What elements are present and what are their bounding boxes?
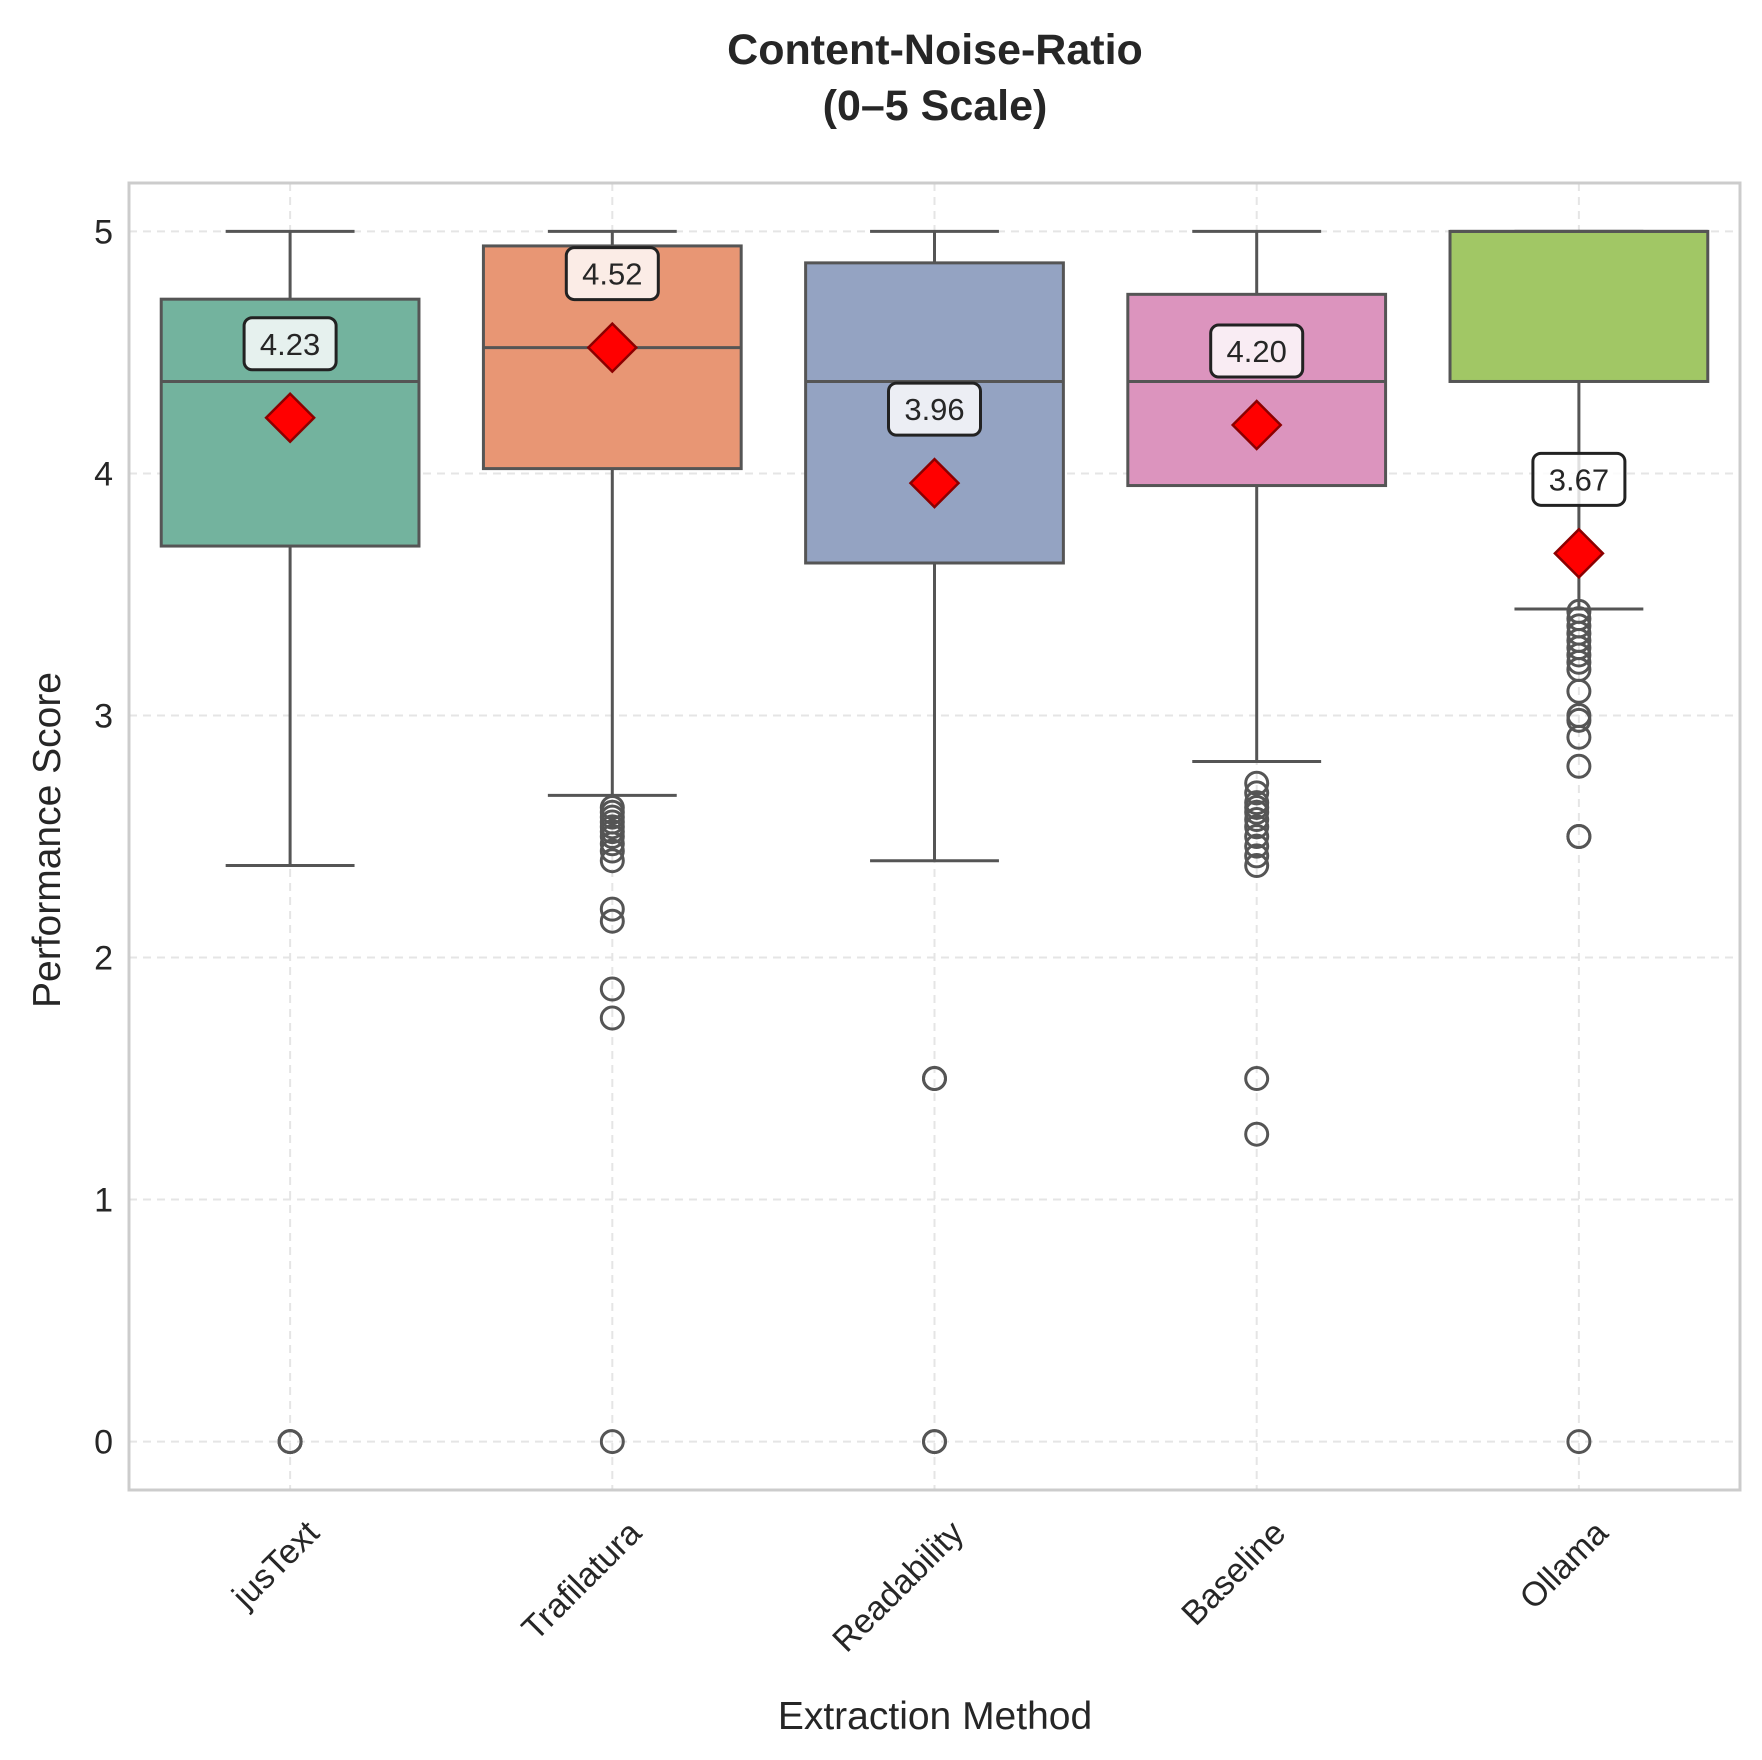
y-tick-label: 3 xyxy=(94,697,113,735)
outlier-point xyxy=(277,1429,303,1455)
outlier-point xyxy=(599,1005,625,1031)
box-group-ollama: 3.67 xyxy=(1448,229,1710,1455)
chart-title-line-1: Content-Noise-Ratio xyxy=(727,26,1143,74)
y-tick-label: 2 xyxy=(94,940,113,978)
outlier-point xyxy=(1244,780,1270,806)
mean-marker xyxy=(1230,399,1283,451)
outlier-point xyxy=(1244,1066,1270,1092)
iqr-box xyxy=(1126,292,1388,488)
iqr-box xyxy=(1448,229,1710,383)
outlier-point xyxy=(1244,814,1270,840)
outlier-point xyxy=(599,908,625,934)
y-tick-label: 4 xyxy=(94,455,113,493)
outlier-point xyxy=(1244,853,1270,879)
outlier-point xyxy=(1244,799,1270,825)
outlier-point xyxy=(1566,707,1592,733)
outlier-point xyxy=(922,1429,947,1455)
box-series: 4.23 4.52 3.96 4.20 3.67 xyxy=(159,229,1710,1455)
outlier-point xyxy=(599,1429,625,1455)
mean-label: 3.96 xyxy=(904,392,964,427)
box-group-readability: 3.96 xyxy=(804,229,1065,1455)
outlier-point xyxy=(599,976,625,1002)
mean-label-box xyxy=(564,246,660,302)
outlier-point xyxy=(599,824,625,849)
mean-marker xyxy=(264,392,316,444)
outlier-point xyxy=(599,838,625,864)
mean-label-box xyxy=(1209,323,1305,379)
x-axis-label: Extraction Method xyxy=(778,1695,1092,1738)
outlier-point xyxy=(1566,1429,1592,1455)
outlier-point xyxy=(1244,807,1270,833)
outlier-point xyxy=(1244,843,1270,869)
outlier-point xyxy=(1566,824,1592,849)
plot-frame xyxy=(127,181,1742,1492)
box-group-baseline: 4.20 xyxy=(1126,229,1388,1147)
mean-marker xyxy=(1553,527,1605,580)
x-tick-label: Readability xyxy=(825,1514,971,1660)
outlier-point xyxy=(1566,724,1592,750)
x-tick-label: Baseline xyxy=(1174,1514,1293,1633)
mean-label-box xyxy=(242,316,338,372)
mean-label-box xyxy=(1531,451,1627,507)
mean-marker xyxy=(586,321,639,374)
x-tick-label: jusText xyxy=(224,1513,327,1616)
outlier-point xyxy=(599,831,625,857)
mean-label-box xyxy=(887,381,982,437)
y-tick-label: 5 xyxy=(94,213,113,251)
mean-label: 4.20 xyxy=(1227,334,1287,369)
outlier-point xyxy=(1244,824,1270,849)
mean-label: 4.23 xyxy=(260,327,320,362)
x-tick-label: Ollama xyxy=(1512,1514,1615,1617)
outlier-point xyxy=(1566,649,1592,675)
outlier-point xyxy=(1244,1121,1270,1147)
box-group-justext: 4.23 xyxy=(159,229,421,1455)
outlier-point xyxy=(1244,770,1270,796)
y-axis-label: Performance Score xyxy=(26,672,69,1008)
outlier-point xyxy=(599,896,625,922)
outlier-point xyxy=(599,848,625,874)
chart-title-line-2: (0–5 Scale) xyxy=(823,82,1048,130)
outlier-point xyxy=(922,1066,947,1092)
outlier-point xyxy=(1566,642,1592,668)
y-tick-label: 1 xyxy=(94,1182,113,1220)
box-group-trafilatura: 4.52 xyxy=(481,229,743,1455)
outlier-point xyxy=(1244,833,1270,859)
outlier-point xyxy=(1566,753,1592,779)
mean-marker xyxy=(908,457,961,509)
outlier-point xyxy=(1566,678,1592,704)
x-tick-label: Trafilatura xyxy=(515,1514,649,1648)
y-tick-label: 0 xyxy=(94,1424,113,1462)
mean-label: 4.52 xyxy=(582,257,642,292)
mean-label: 3.67 xyxy=(1549,462,1609,497)
